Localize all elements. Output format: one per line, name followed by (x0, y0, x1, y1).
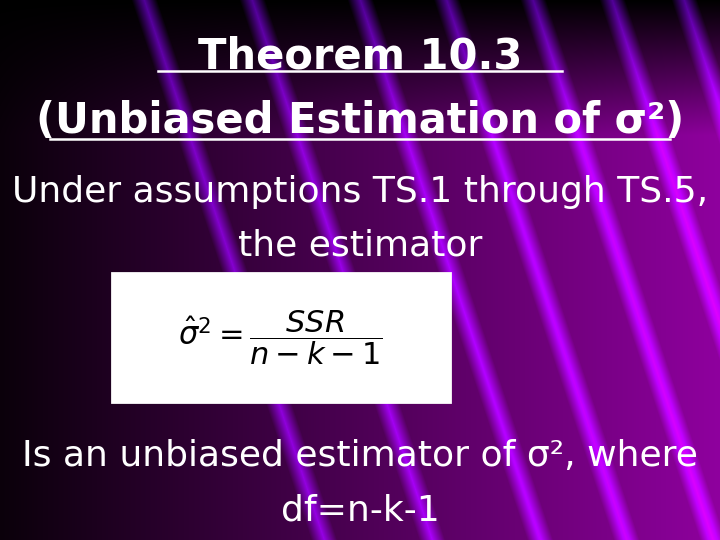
Text: (Unbiased Estimation of σ²): (Unbiased Estimation of σ²) (36, 100, 684, 143)
Text: Is an unbiased estimator of σ², where: Is an unbiased estimator of σ², where (22, 440, 698, 473)
Text: $\hat{\sigma}^2 = \dfrac{SSR}{n-k-1}$: $\hat{\sigma}^2 = \dfrac{SSR}{n-k-1}$ (179, 308, 383, 367)
Text: Under assumptions TS.1 through TS.5,: Under assumptions TS.1 through TS.5, (12, 175, 708, 208)
Text: the estimator: the estimator (238, 229, 482, 262)
FancyBboxPatch shape (112, 273, 450, 402)
Text: Theorem 10.3: Theorem 10.3 (198, 36, 522, 78)
Text: df=n-k-1: df=n-k-1 (281, 494, 439, 527)
